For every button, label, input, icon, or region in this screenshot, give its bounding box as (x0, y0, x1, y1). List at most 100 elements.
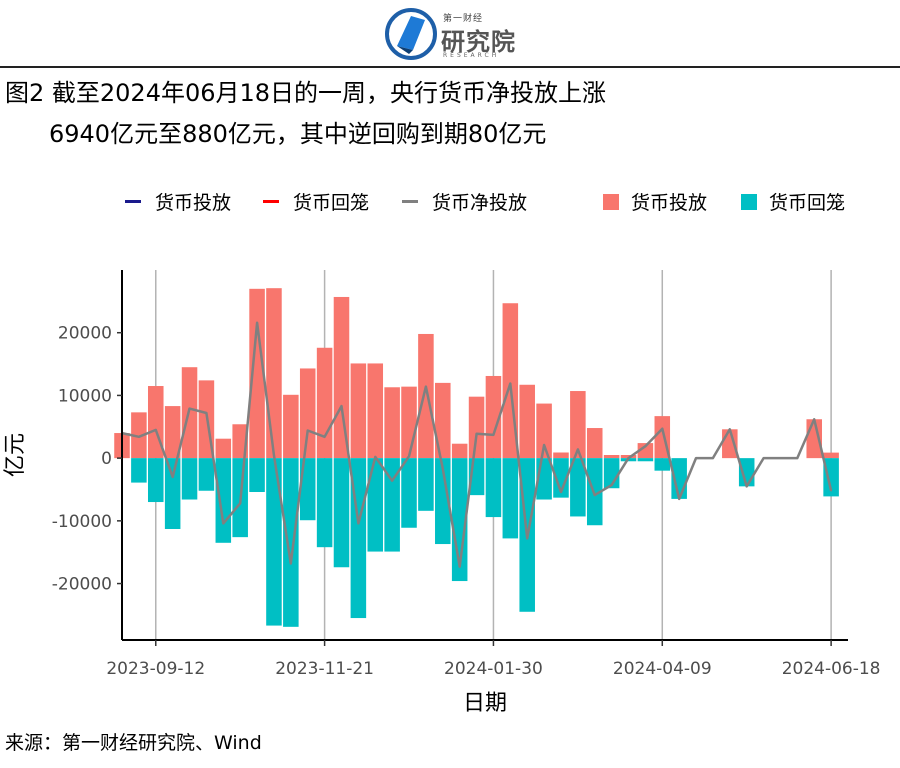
bar-withdrawal (553, 458, 569, 498)
logo-mark-icon (385, 8, 437, 60)
point-net-injection (425, 385, 427, 388)
bar-injection (586, 428, 603, 459)
point-net-injection (188, 407, 191, 410)
point-net-injection (256, 321, 258, 324)
point-net-injection (796, 457, 799, 459)
point-net-injection (712, 457, 714, 459)
bar-injection (266, 288, 282, 459)
bar-injection (435, 382, 451, 459)
legend-label-line-net: 货币净投放 (432, 192, 528, 214)
x-tick-label: 2024-06-18 (782, 659, 881, 679)
chart-title-line-2: 6940亿元至880亿元，其中逆回购到期80亿元 (49, 120, 547, 148)
bar-withdrawal (181, 458, 198, 500)
legend-item-line-injection: 货币投放 (125, 188, 231, 215)
y-tick-label: 20000 (58, 324, 112, 344)
bar-withdrawal (435, 458, 451, 545)
point-net-injection (661, 427, 664, 430)
legend-swatch-bar-injection (603, 193, 619, 210)
bar-withdrawal (418, 458, 434, 511)
point-net-injection (408, 455, 410, 458)
bar-withdrawal (215, 458, 232, 543)
point-net-injection (323, 436, 326, 438)
bar-injection (823, 452, 839, 459)
logo-main-text: 研究院 (441, 28, 516, 56)
bar-withdrawal (823, 458, 839, 497)
point-net-injection (273, 454, 275, 457)
legend-label-line-withdrawal: 货币回笼 (293, 192, 370, 214)
point-net-injection (239, 502, 241, 505)
point-net-injection (830, 489, 832, 492)
bar-injection (249, 288, 265, 459)
bar-withdrawal (249, 458, 265, 492)
bar-injection (519, 384, 535, 459)
bar-injection (350, 363, 367, 459)
x-tick-label: 2024-01-30 (444, 659, 543, 679)
bar-withdrawal (198, 458, 215, 491)
bar-withdrawal (164, 458, 181, 529)
point-net-injection (391, 479, 393, 482)
header-divider (0, 66, 900, 68)
point-net-injection (340, 405, 343, 407)
point-net-injection (745, 485, 748, 488)
point-net-injection (154, 429, 157, 431)
legend-swatch-line-injection (125, 200, 141, 203)
chart-lines (121, 321, 833, 568)
bar-injection (367, 363, 384, 459)
bar-withdrawal (401, 458, 417, 528)
logo-top-text: 第一财经 (443, 14, 484, 24)
legend-label-bar-withdrawal: 货币回笼 (769, 192, 846, 214)
x-tick-label: 2024-04-09 (613, 659, 712, 679)
bar-injection (283, 394, 299, 459)
point-net-injection (779, 457, 782, 459)
chart-bars (114, 288, 839, 627)
bar-withdrawal (384, 458, 400, 552)
bar-withdrawal (502, 458, 519, 539)
bar-injection (485, 375, 502, 459)
point-net-injection (374, 456, 377, 458)
point-net-injection (441, 467, 444, 470)
bar-injection (418, 333, 434, 459)
bar-injection (603, 455, 620, 459)
point-net-injection (610, 484, 613, 486)
point-net-injection (695, 457, 697, 459)
legend-item-bar-injection: 货币投放 (603, 188, 707, 215)
bar-withdrawal (299, 458, 316, 521)
point-net-injection (290, 562, 292, 565)
point-net-injection (138, 436, 140, 438)
logo-sub-text: RESEARCH (443, 52, 500, 59)
logo: 第一财经 研究院 RESEARCH (383, 6, 523, 62)
legend-item-bar-withdrawal: 货币回笼 (741, 188, 845, 215)
legend-item-line-net: 货币净投放 (402, 188, 527, 215)
point-net-injection (475, 432, 478, 435)
y-axis-title: 亿元 (3, 433, 28, 477)
bar-injection (553, 452, 569, 459)
bar-withdrawal (654, 458, 671, 471)
y-tick-label: -10000 (52, 512, 112, 532)
bar-withdrawal (637, 458, 654, 462)
bar-injection (401, 386, 417, 459)
x-axis-title: 日期 (463, 691, 507, 716)
bar-injection (384, 387, 400, 459)
point-net-injection (526, 537, 529, 540)
point-net-injection (577, 448, 579, 451)
legend-label-bar-injection: 货币投放 (631, 192, 708, 214)
bar-withdrawal (316, 458, 333, 548)
legend-item-line-withdrawal: 货币回笼 (263, 188, 369, 215)
point-net-injection (593, 494, 596, 496)
bar-withdrawal (131, 458, 147, 483)
point-net-injection (678, 498, 680, 500)
x-tick-label: 2023-09-12 (106, 659, 205, 679)
chart-axes: -20000 -10000 0 10000 20000 2023-09-12 2023-11… (3, 270, 881, 716)
point-net-injection (306, 429, 309, 432)
bar-withdrawal (570, 458, 586, 517)
bar-injection (164, 406, 181, 459)
point-net-injection (357, 522, 360, 525)
bar-injection (215, 438, 232, 459)
legend-swatch-bar-withdrawal (741, 193, 757, 210)
point-net-injection (543, 444, 545, 446)
point-net-injection (762, 457, 765, 459)
legend-swatch-line-net (402, 200, 418, 203)
source-note: 来源：第一财经研究院、Wind (5, 732, 262, 754)
point-net-injection (627, 457, 630, 459)
